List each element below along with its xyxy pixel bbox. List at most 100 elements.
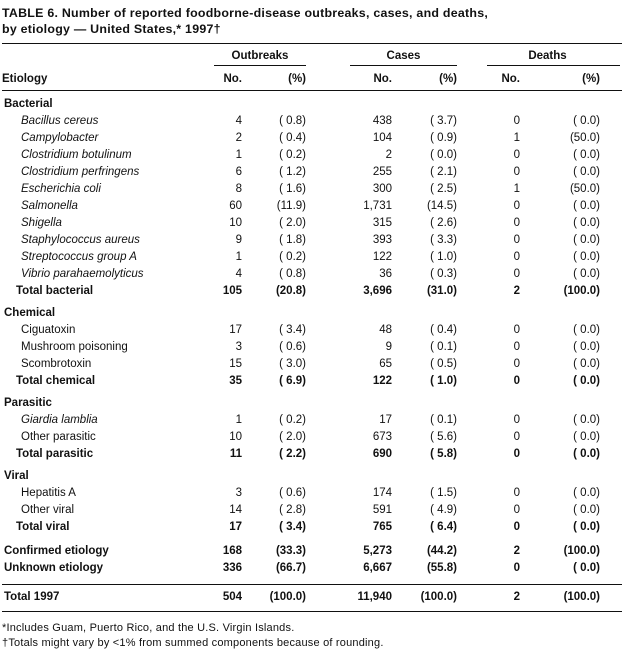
outbreaks-pct-cell: ( 2.0) [279,431,306,443]
table-row: Campylobacter 2 ( 0.4) 104 ( 0.9) 1 (50.0) [2,130,622,147]
cases-pct-cell: (14.5) [426,200,457,212]
deaths-no-cell: 0 [513,234,520,246]
deaths-pct-cell: (100.0) [563,285,600,297]
table-row: Streptococcus group A 1 ( 0.2) 122 ( 1.0) 0 ( … [2,249,622,266]
deaths-pct-cell: (100.0) [563,545,600,557]
section-header-row: Parasitic [2,395,622,412]
outbreaks-pct-cell: ( 0.2) [279,149,306,161]
outbreaks-pct-cell: (11.9) [276,200,306,212]
cases-pct-cell: (100.0) [420,591,457,603]
outbreaks-no-cell: 9 [235,234,242,246]
outbreaks-pct-cell: ( 3.4) [279,324,306,336]
table-row: Other parasitic 10 ( 2.0) 673 ( 5.6) 0 ( 0.0) [2,429,622,446]
outbreaks-pct-cell: ( 0.8) [279,115,306,127]
deaths-pct-cell: ( 0.0) [573,504,600,516]
outbreaks-pct-cell: ( 3.0) [279,358,306,370]
etiology-cell: Viral [4,470,29,482]
deaths-no-cell: 0 [513,431,520,443]
outbreaks-no-cell: 336 [222,562,242,574]
etiology-cell: Escherichia coli [21,183,101,195]
footnote-dagger: †Totals might vary by <1% from summed co… [2,637,384,649]
table-row: Clostridium perfringens 6 ( 1.2) 255 ( 2.1) 0… [2,164,622,181]
outbreaks-no-cell: 1 [235,149,242,161]
deaths-pct-cell: ( 0.0) [573,431,600,443]
etiology-cell: Total bacterial [16,285,94,297]
cases-pct-cell: ( 0.4) [430,324,457,336]
etiology-cell: Total 1997 [4,591,60,603]
etiology-cell: Campylobacter [21,132,99,144]
outbreaks-pct-cell: ( 2.0) [279,217,306,229]
column-header-etiology: Etiology [2,73,48,85]
table-row: Salmonella 60 (11.9) 1,731 (14.5) 0 ( 0.0) [2,198,622,215]
deaths-pct-cell: ( 0.0) [573,414,600,426]
outbreaks-pct-cell: ( 2.8) [279,504,306,516]
deaths-no-cell: 1 [513,132,520,144]
column-group-header-row: Outbreaks Cases Deaths [2,50,622,66]
etiology-cell: Total parasitic [16,448,94,460]
outbreaks-pct-cell: ( 0.6) [279,341,306,353]
cases-no-cell: 9 [385,341,392,353]
cases-pct-cell: ( 0.5) [430,358,457,370]
outbreaks-no-cell: 17 [229,521,242,533]
table-body: Bacterial Bacillus cereus 4( 0.8) 438( 3.7)… [2,96,622,614]
table-row: Giardia lamblia 1 ( 0.2) 17 ( 0.1) 0 ( 0.0) [2,412,622,429]
cases-pct-cell: ( 0.0) [430,149,457,161]
section-header-row: Bacterial [2,96,622,113]
footnote-asterisk: *Includes Guam, Puerto Rico, and the U.S… [2,622,295,634]
column-header-cases-no: No. [373,73,392,85]
etiology-cell: Scombrotoxin [21,358,92,370]
table-row: Bacillus cereus 4 ( 0.8) 438 ( 3.7) 0 ( 0.0) [2,113,622,130]
outbreaks-pct-cell: ( 0.4) [279,132,306,144]
deaths-no-cell: 0 [513,504,520,516]
cases-pct-cell: (44.2) [426,545,457,557]
divider-header [2,90,622,91]
etiology-cell: Clostridium botulinum [21,149,132,161]
cases-pct-cell: ( 0.1) [430,341,457,353]
section-header-row: Chemical [2,305,622,322]
deaths-pct-cell: (100.0) [563,591,600,603]
cases-pct-cell: ( 5.6) [430,431,457,443]
cases-pct-cell: ( 1.0) [430,375,457,387]
etiology-cell: Total viral [16,521,70,533]
outbreaks-pct-cell: (66.7) [275,562,306,574]
table-title: TABLE 6. Number of reported foodborne-di… [2,5,622,37]
cases-no-cell: 65 [379,358,392,370]
cases-pct-cell: ( 2.5) [430,183,457,195]
table-row: Other viral 14 ( 2.8) 591 ( 4.9) 0 ( 0.0) [2,502,622,519]
outbreaks-pct-cell: ( 0.2) [279,414,306,426]
etiology-cell: Shigella [21,217,62,229]
table-row: Unknown etiology 336 (66.7) 6,667 (55.8) 0 ( 0… [2,560,622,577]
deaths-no-cell: 0 [513,324,520,336]
cases-no-cell: 3,696 [363,285,392,297]
outbreaks-no-cell: 1 [235,251,242,263]
outbreaks-pct-cell: ( 1.8) [279,234,306,246]
outbreaks-no-cell: 15 [229,358,242,370]
deaths-pct-cell: ( 0.0) [573,448,600,460]
cases-no-cell: 122 [372,375,392,387]
outbreaks-no-cell: 2 [235,132,242,144]
cases-pct-cell: ( 3.7) [430,115,457,127]
etiology-cell: Mushroom poisoning [21,341,128,353]
outbreaks-pct-cell: ( 6.9) [279,375,306,387]
table-row: Escherichia coli 8 ( 1.6) 300 ( 2.5) 1 (50.0) [2,181,622,198]
outbreaks-pct-cell: (20.8) [275,285,306,297]
cases-no-cell: 690 [372,448,392,460]
cases-pct-cell: (55.8) [426,562,457,574]
deaths-pct-cell: ( 0.0) [573,487,600,499]
cases-no-cell: 5,273 [363,545,392,557]
deaths-pct-cell: ( 0.0) [573,268,600,280]
deaths-no-cell: 1 [513,183,520,195]
deaths-pct-cell: ( 0.0) [573,251,600,263]
cases-pct-cell: ( 0.1) [430,414,457,426]
table-row: Ciguatoxin 17 ( 3.4) 48 ( 0.4) 0 ( 0.0) [2,322,622,339]
cases-no-cell: 6,667 [363,562,392,574]
cases-no-cell: 48 [379,324,392,336]
cases-pct-cell: ( 6.4) [430,521,457,533]
deaths-no-cell: 0 [513,358,520,370]
deaths-no-cell: 0 [513,166,520,178]
cases-pct-cell: ( 4.9) [430,504,457,516]
table-row: Total chemical 35 ( 6.9) 122 ( 1.0) 0 ( 0.0) [2,373,622,390]
etiology-cell: Hepatitis A [21,487,76,499]
cases-no-cell: 315 [372,217,392,229]
